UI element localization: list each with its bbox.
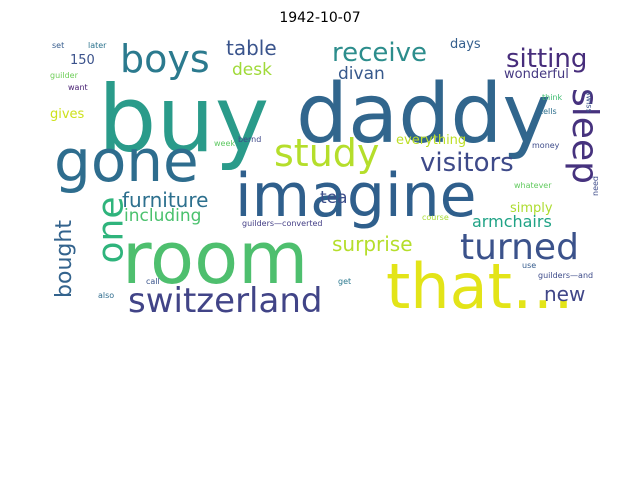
word-money: money: [532, 141, 560, 150]
word-get: get: [338, 277, 352, 286]
word-study: study: [274, 131, 380, 175]
word-imagine: imagine: [235, 161, 477, 231]
word-furniture: furniture: [122, 188, 209, 212]
word-think: think: [542, 93, 563, 102]
word-wonderful: wonderful: [504, 67, 569, 82]
word-that: that…: [386, 250, 574, 320]
word-course: course: [422, 213, 449, 222]
word-whatever: whatever: [514, 181, 552, 190]
word-guilders-converted: guilders—converted: [242, 219, 323, 228]
word-tea: tea: [320, 188, 348, 208]
chart-title: 1942-10-07: [279, 10, 361, 26]
word-simply: simply: [510, 201, 553, 216]
word-daddy: daddy: [296, 67, 551, 162]
word-bernd: bernd: [238, 135, 262, 144]
word-cloud: buy daddy room imagine gone that… switze…: [48, 36, 615, 320]
word-bought: bought: [51, 220, 77, 298]
word-use: use: [522, 261, 537, 270]
word-tells: tells: [540, 107, 557, 116]
word-armchairs: armchairs: [472, 212, 552, 231]
word-everything: everything: [396, 133, 467, 148]
word-surprise: surprise: [332, 232, 413, 256]
word-buy: buy: [98, 66, 270, 173]
word-also: also: [98, 291, 115, 300]
word-guilder: guilder: [50, 71, 78, 80]
word-days: days: [450, 37, 481, 52]
word-turned: turned: [460, 227, 579, 268]
word-including: including: [124, 206, 202, 226]
word-divan: divan: [338, 64, 385, 84]
word-need: need: [591, 176, 600, 196]
word-later: later: [88, 41, 107, 50]
word-visitors: visitors: [420, 148, 514, 178]
word-150: 150: [70, 53, 95, 68]
word-new: new: [544, 282, 586, 306]
word-gives: gives: [50, 107, 85, 122]
word-set: set: [52, 41, 65, 50]
word-room: room: [122, 216, 309, 300]
word-boys: boys: [120, 37, 210, 81]
word-sitting: sitting: [506, 44, 588, 74]
word-receive: receive: [332, 38, 428, 68]
word-want: want: [68, 83, 88, 92]
word-call: call: [146, 277, 160, 286]
word-table: table: [226, 36, 277, 60]
word-switzerland: switzerland: [128, 281, 323, 320]
word-gone: gone: [54, 127, 199, 195]
word-desk: desk: [232, 60, 272, 80]
word-week: week: [214, 139, 236, 148]
word-swiss: swiss: [584, 91, 594, 113]
word-guilders-and: guilders—and: [538, 271, 594, 280]
